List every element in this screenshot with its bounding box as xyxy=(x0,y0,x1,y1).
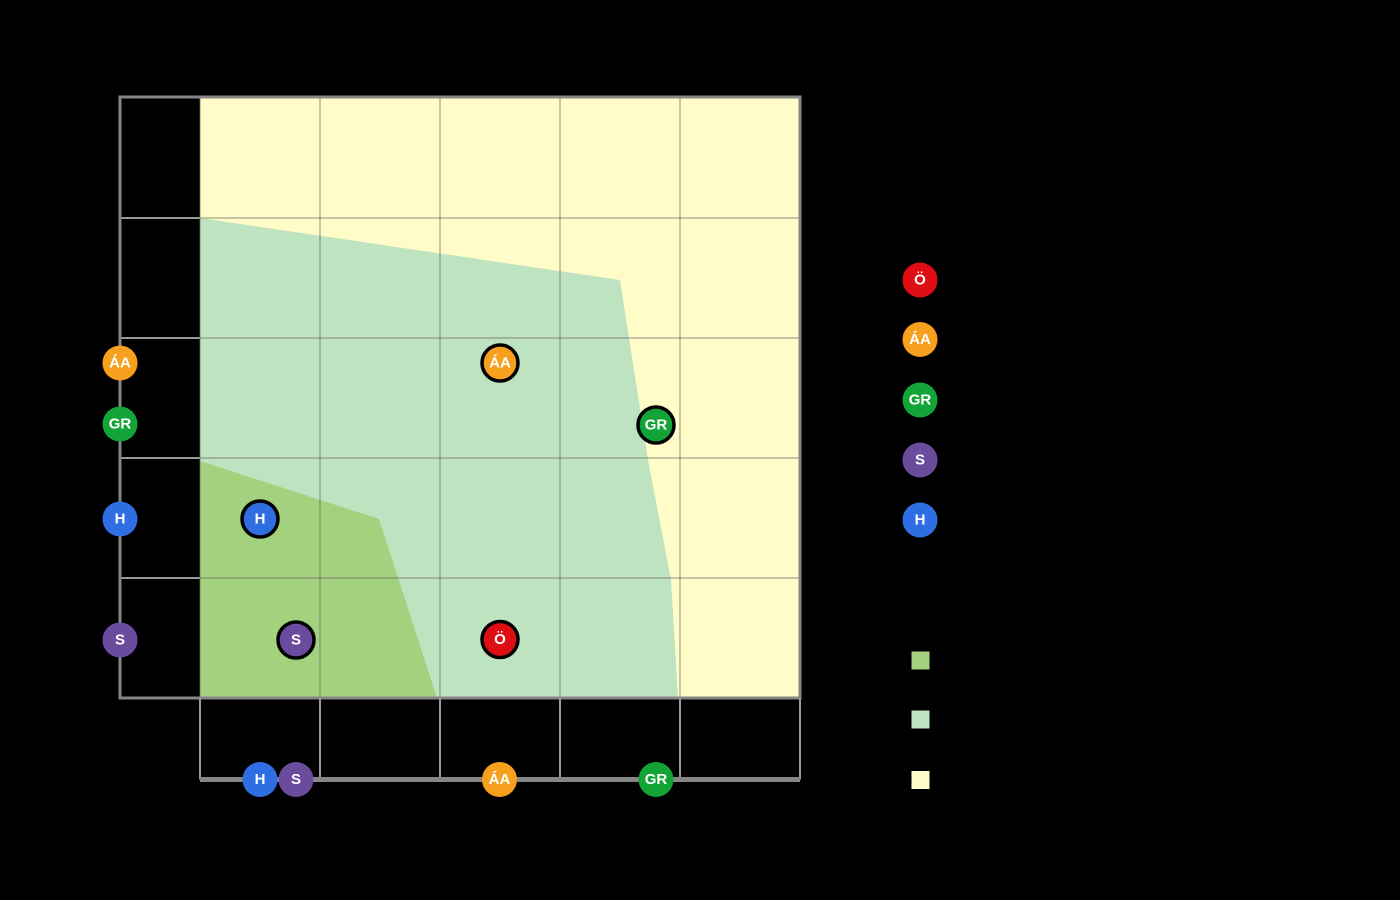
x-margin-marker-dot[interactable] xyxy=(482,762,517,797)
legend-marker-dot[interactable] xyxy=(902,382,938,418)
legend-marker-dot[interactable] xyxy=(902,442,938,478)
y-margin-marker-dot[interactable] xyxy=(102,622,138,658)
x-margin-marker[interactable]: GR xyxy=(638,762,674,797)
x-margin-marker-dot[interactable] xyxy=(638,762,674,797)
plot-marker-label: GR xyxy=(645,417,668,434)
legend-item[interactable]: H xyxy=(902,502,938,538)
plot-marker-dot[interactable] xyxy=(480,343,520,383)
plot-marker-label: H xyxy=(255,511,266,528)
legend-item[interactable]: ÁA xyxy=(902,322,938,357)
y-margin-markers: ÁA GR H S xyxy=(102,345,138,658)
x-margin-marker-dot[interactable] xyxy=(278,762,314,797)
legend-marker-label: GR xyxy=(909,392,932,409)
gridlines xyxy=(120,97,800,698)
y-margin-marker-dot[interactable] xyxy=(102,501,138,537)
legend-marker-label: Ö xyxy=(914,272,926,289)
plot-marker-dot[interactable] xyxy=(636,405,676,445)
legend-marker-label: ÁA xyxy=(909,331,931,348)
y-margin-marker-label: ÁA xyxy=(109,355,131,372)
plot-marker[interactable]: ÁA xyxy=(480,343,520,383)
scatter-points: Ö ÁA GR S H xyxy=(240,343,676,660)
legend-swatch-outer-region[interactable] xyxy=(911,771,930,789)
legend-region-swatches xyxy=(911,651,930,789)
x-margin-marker[interactable]: ÁA xyxy=(482,762,517,797)
y-margin-marker-dot[interactable] xyxy=(102,345,138,381)
y-margin-marker[interactable]: GR xyxy=(102,406,138,442)
plot-frame xyxy=(118,95,802,700)
legend-marker-dot[interactable] xyxy=(902,322,938,357)
y-margin-marker[interactable]: H xyxy=(102,501,138,537)
legend-marker-dot[interactable] xyxy=(902,262,938,298)
x-margin-marker[interactable]: H xyxy=(242,762,278,797)
legend-swatch-middle-region[interactable] xyxy=(911,710,930,729)
x-margin-marker-label: GR xyxy=(645,771,668,788)
plot-marker-label: Ö xyxy=(494,631,506,648)
x-margin-marker-dot[interactable] xyxy=(242,762,278,797)
plot-marker-dot[interactable] xyxy=(480,619,520,660)
region-fills xyxy=(200,97,800,698)
legend-item[interactable]: S xyxy=(902,442,938,478)
legend-swatch-inner-region[interactable] xyxy=(911,651,930,670)
x-margin-marker[interactable]: S xyxy=(278,762,314,797)
legend-item[interactable]: Ö xyxy=(902,262,938,298)
y-margin-marker[interactable]: ÁA xyxy=(102,345,138,381)
legend-marker-label: H xyxy=(915,512,926,529)
plot-marker[interactable]: Ö xyxy=(480,619,520,660)
legend: Ö ÁA GR S H xyxy=(902,262,938,789)
plot-marker-label: S xyxy=(291,632,301,649)
y-margin-marker[interactable]: S xyxy=(102,622,138,658)
y-margin-marker-dot[interactable] xyxy=(102,406,138,442)
plot-marker-label: ÁA xyxy=(489,355,511,372)
legend-marker-label: S xyxy=(915,452,925,469)
y-margin-marker-label: H xyxy=(115,511,126,528)
legend-item[interactable]: GR xyxy=(902,382,938,418)
plot-marker-dot[interactable] xyxy=(276,620,316,660)
y-margin-marker-label: S xyxy=(115,632,125,649)
x-margin-markers: H S ÁA GR xyxy=(242,762,674,797)
plot-marker[interactable]: H xyxy=(240,499,280,539)
y-margin-marker-label: GR xyxy=(109,416,132,433)
x-margin-marker-label: ÁA xyxy=(489,771,511,788)
plot-marker[interactable]: GR xyxy=(636,405,676,445)
x-margin-marker-label: S xyxy=(291,771,301,788)
plot-marker-dot[interactable] xyxy=(240,499,280,539)
legend-marker-dot[interactable] xyxy=(902,502,938,538)
x-margin-marker-label: H xyxy=(255,771,266,788)
plot-marker[interactable]: S xyxy=(276,620,316,660)
